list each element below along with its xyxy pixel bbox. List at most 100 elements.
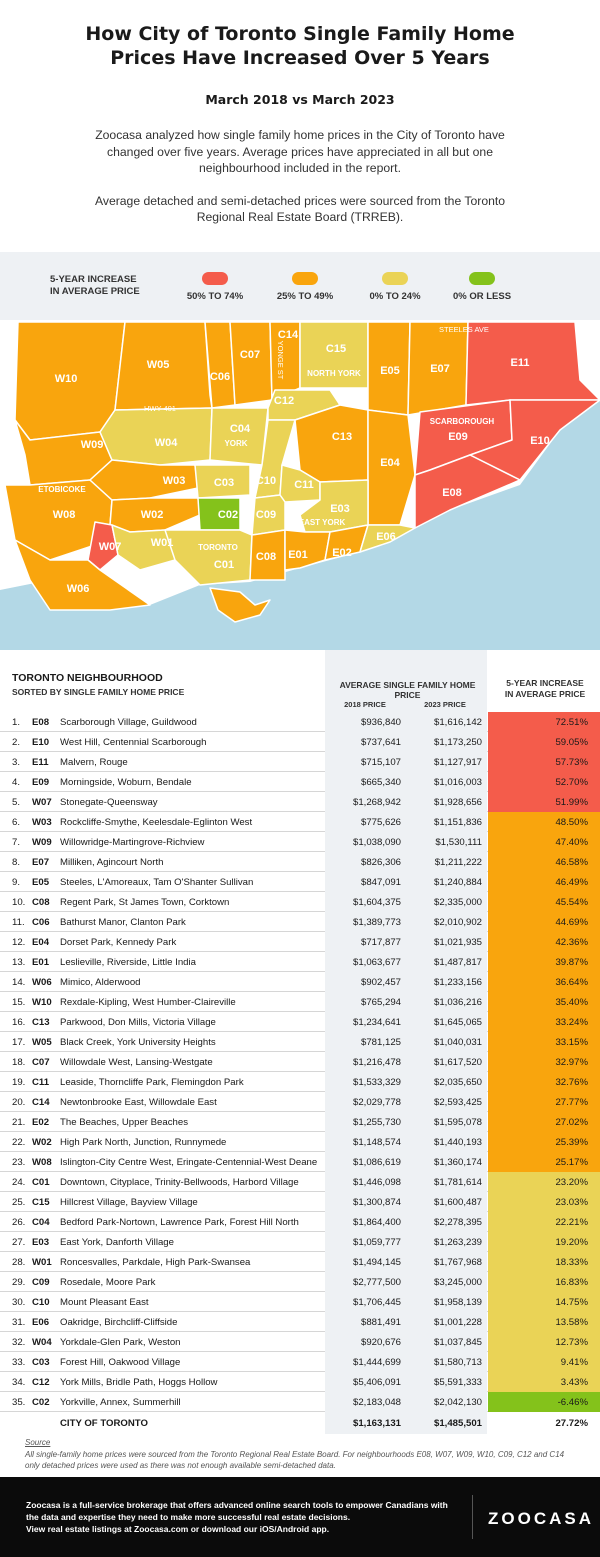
region-e06 — [359, 524, 416, 553]
table-row: 2. E10 West Hill, Centennial Scarborough $7… — [0, 732, 600, 752]
table-row: 5. W07 Stonegate-Queensway $1,268,942 $1,928… — [0, 792, 600, 812]
price-2023: $1,233,156 — [433, 977, 482, 988]
increase-value: 9.41% — [560, 1357, 588, 1368]
table-row: 6. W03 Rockcliffe-Smythe, Keelesdale-Eglin… — [0, 812, 600, 832]
rank: 2. — [12, 737, 21, 748]
price-2023: $1,600,487 — [433, 1197, 482, 1208]
table-row: 34. C12 York Mills, Bridle Path, Hoggs Hol… — [0, 1372, 600, 1392]
svg-text:E11: E11 — [511, 357, 530, 369]
neighbourhood-name: Leaside, Thorncliffe Park, Flemingdon Pa… — [60, 1077, 244, 1088]
neighbourhood-name: West Hill, Centennial Scarborough — [60, 737, 207, 748]
increase-value: 12.73% — [555, 1337, 588, 1348]
district-code: E07 — [32, 857, 50, 868]
price-2018: $1,234,641 — [352, 1017, 401, 1028]
price-2023: $1,958,139 — [433, 1297, 482, 1308]
neighbourhood-name: Bedford Park-Nortown, Lawrence Park, For… — [60, 1217, 299, 1228]
district-code: E11 — [32, 757, 49, 768]
price-bg — [325, 952, 487, 972]
table-total-row: CITY OF TORONTO $1,163,131 $1,485,501 27… — [0, 1412, 600, 1434]
increase-cell: 33.15% — [488, 1032, 600, 1052]
district-code: W04 — [32, 1337, 52, 1348]
neighbourhood-name: Scarborough Village, Guildwood — [60, 717, 197, 728]
neighbourhood-name: Rexdale-Kipling, West Humber-Claireville — [60, 997, 236, 1008]
district-code: C14 — [32, 1097, 50, 1108]
table-row: 9. E05 Steeles, L'Amoreaux, Tam O'Shanter … — [0, 872, 600, 892]
rank: 30. — [12, 1297, 26, 1308]
rank: 31. — [12, 1317, 26, 1328]
page-subtitle: March 2018 vs March 2023 — [205, 92, 395, 107]
price-2018: $1,038,090 — [352, 837, 401, 848]
price-2018: $920,676 — [360, 1337, 401, 1348]
price-bg — [325, 1272, 487, 1292]
svg-text:W10: W10 — [55, 373, 78, 385]
region-w06 — [14, 539, 151, 611]
region-c13 — [294, 404, 369, 483]
svg-text:C12: C12 — [274, 395, 294, 407]
rank: 5. — [12, 797, 21, 808]
table-row: 22. W02 High Park North, Junction, Runnyme… — [0, 1132, 600, 1152]
increase-value: 13.58% — [555, 1317, 588, 1328]
svg-text:E04: E04 — [380, 457, 400, 469]
price-2018: $1,255,730 — [352, 1117, 401, 1128]
neighbourhood-name: Downtown, Cityplace, Trinity-Bellwoods, … — [60, 1177, 299, 1188]
rank: 6. — [12, 817, 21, 828]
map-label-toronto: TORONTO — [198, 543, 238, 552]
toronto-map: W10 W05 C06 C07 C14 C15 E05 E07 E11 W09 … — [0, 320, 600, 650]
table-row: 35. C02 Yorkville, Annex, Summerhill $2,183… — [0, 1392, 600, 1412]
table-row: 15. W10 Rexdale-Kipling, West Humber-Clair… — [0, 992, 600, 1012]
increase-cell: 57.73% — [488, 752, 600, 772]
price-bg — [325, 1172, 487, 1192]
price-2018: $665,340 — [360, 777, 401, 788]
header-increase: 5-YEAR INCREASE IN AVERAGE PRICE — [490, 678, 600, 700]
increase-value: 27.77% — [555, 1097, 588, 1108]
increase-value: 18.33% — [555, 1257, 588, 1268]
neighbourhood-name: Mount Pleasant East — [60, 1297, 149, 1308]
region-c08 — [249, 529, 286, 581]
total-2023: $1,485,501 — [433, 1418, 482, 1429]
svg-text:W04: W04 — [155, 437, 179, 449]
price-2023: $1,016,003 — [433, 777, 482, 788]
price-bg — [325, 812, 487, 832]
neighbourhood-name: The Beaches, Upper Beaches — [60, 1117, 188, 1128]
footer-text: Zoocasa is a full-service brokerage that… — [26, 1499, 456, 1535]
rank: 22. — [12, 1137, 26, 1148]
neighbourhood-name: Stonegate-Queensway — [60, 797, 158, 808]
price-2018: $765,294 — [360, 997, 401, 1008]
price-2023: $2,010,902 — [433, 917, 482, 928]
price-2023: $5,591,333 — [433, 1377, 482, 1388]
district-code: E08 — [32, 717, 50, 728]
rank: 8. — [12, 857, 21, 868]
price-2018: $717,877 — [360, 937, 401, 948]
price-2023: $1,021,935 — [433, 937, 482, 948]
district-code: C04 — [32, 1217, 50, 1228]
rank: 4. — [12, 777, 21, 788]
neighbourhood-name: Milliken, Agincourt North — [60, 857, 164, 868]
price-2023: $1,127,917 — [433, 757, 482, 768]
increase-cell: 16.83% — [488, 1272, 600, 1292]
total-increase: 27.72% — [555, 1418, 588, 1429]
district-code: C02 — [32, 1397, 50, 1408]
price-2018: $881,491 — [360, 1317, 401, 1328]
table-header: TORONTO NEIGHBOURHOOD SORTED BY SINGLE F… — [0, 650, 600, 712]
price-2018: $1,389,773 — [352, 917, 401, 928]
svg-text:W01: W01 — [151, 537, 174, 549]
map-label-etobicoke: ETOBICOKE — [38, 485, 86, 494]
district-code: E06 — [32, 1317, 50, 1328]
neighbourhood-name: Forest Hill, Oakwood Village — [60, 1357, 181, 1368]
district-code: E02 — [32, 1117, 50, 1128]
region-c07 — [229, 321, 273, 406]
source-text: All single-family home prices were sourc… — [25, 1450, 565, 1470]
neighbourhood-name: High Park North, Junction, Runnymede — [60, 1137, 227, 1148]
price-2023: $1,928,656 — [433, 797, 482, 808]
total-bg — [325, 1412, 487, 1434]
rank: 28. — [12, 1257, 26, 1268]
increase-value: 45.54% — [555, 897, 588, 908]
intro-paragraph-2: Average detached and semi-detached price… — [94, 193, 506, 225]
svg-text:C06: C06 — [210, 371, 230, 383]
rank: 27. — [12, 1237, 26, 1248]
price-2023: $1,360,174 — [433, 1157, 482, 1168]
price-bg — [325, 792, 487, 812]
neighbourhood-name: Steeles, L'Amoreaux, Tam O'Shanter Sulli… — [60, 877, 254, 888]
price-bg — [325, 752, 487, 772]
district-code: C03 — [32, 1357, 50, 1368]
